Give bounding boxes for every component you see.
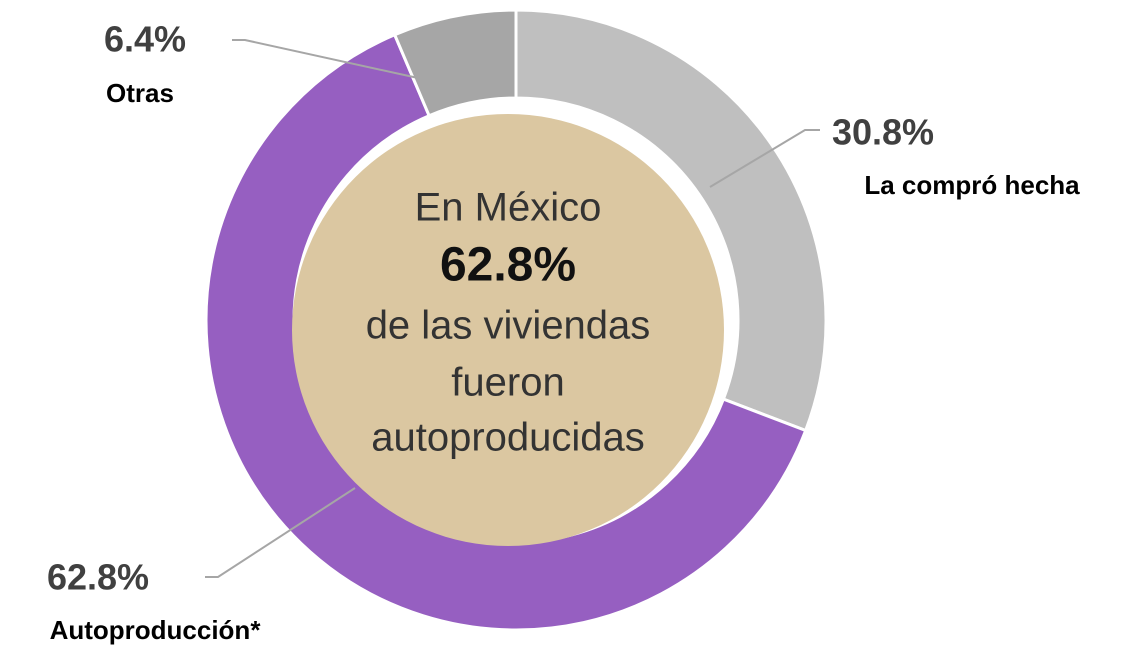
value-label: 62.8% (47, 557, 149, 598)
center-text: autoproducidas (371, 416, 645, 460)
leader-line (205, 487, 356, 578)
category-label: Autoproducción* (50, 615, 262, 645)
value-label: 30.8% (832, 112, 934, 153)
value-label: 6.4% (104, 19, 186, 60)
donut-segment (392, 8, 518, 118)
leader-line (232, 39, 419, 79)
center-text: de las viviendas (366, 304, 651, 348)
center-text: 62.8% (440, 239, 576, 292)
donut-segment (514, 8, 828, 433)
center-circle (292, 114, 724, 546)
category-label: Otras (106, 78, 174, 108)
center-text: En México (415, 186, 602, 230)
center-text: fueron (451, 361, 564, 405)
leader-line (709, 129, 820, 188)
category-label: La compró hecha (864, 170, 1080, 200)
